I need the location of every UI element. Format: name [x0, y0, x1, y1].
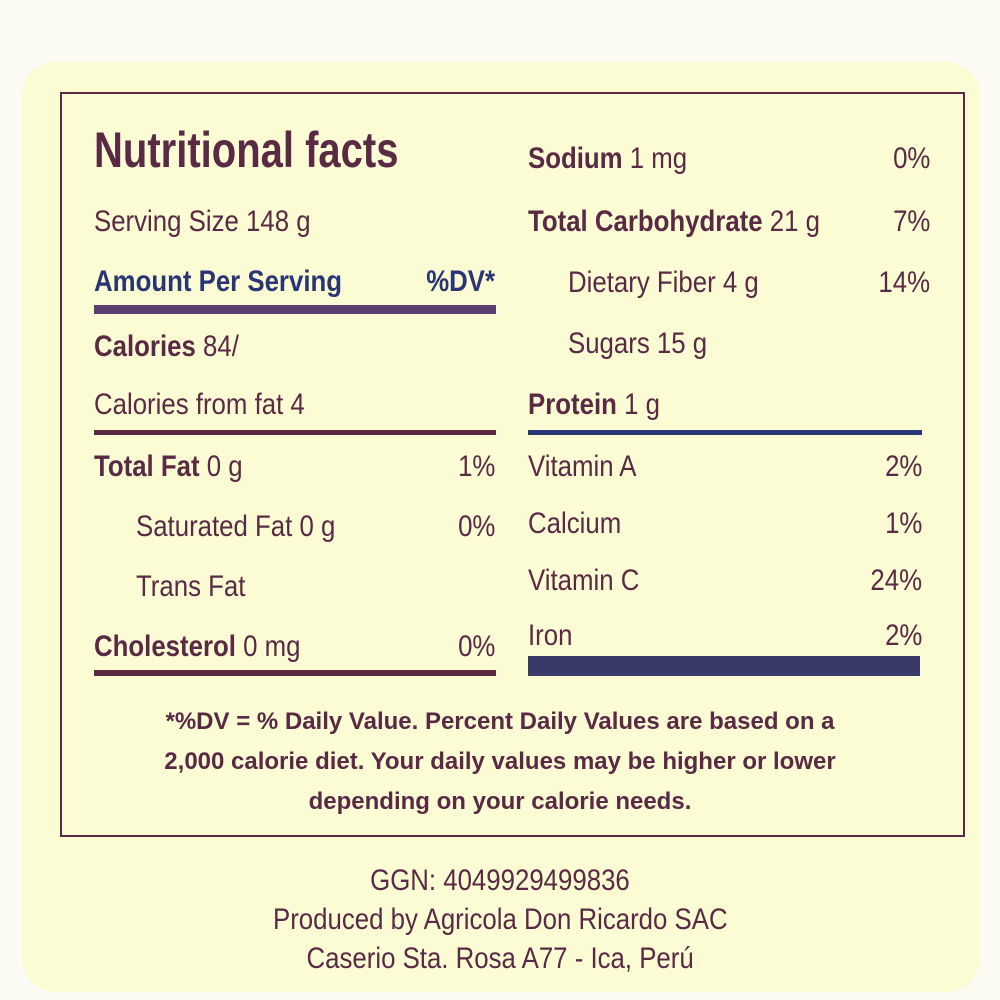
- footnote-line-3: depending on your calorie needs.: [308, 788, 692, 815]
- vitamin-c-label: Vitamin C: [528, 564, 640, 597]
- rule-medium: [94, 430, 496, 435]
- carbohydrate-label: Total Carbohydrate: [528, 205, 763, 238]
- label-background: [22, 62, 980, 992]
- footnote-line-1: *%DV = % Daily Value. Percent Daily Valu…: [165, 708, 835, 735]
- iron-dv: 2%: [884, 619, 922, 652]
- cholesterol-row: Cholesterol 0 mg: [94, 630, 300, 664]
- sodium-amount: 1 mg: [629, 142, 688, 175]
- sodium-label: Sodium: [528, 142, 623, 175]
- protein-amount: 1 g: [624, 388, 660, 421]
- sodium-row: Sodium 1 mg: [528, 142, 687, 176]
- calories-row: Calories 84/: [94, 330, 239, 364]
- protein-label: Protein: [528, 388, 617, 421]
- footnote-line-2: 2,000 calorie diet. Your daily values ma…: [164, 748, 836, 775]
- total-fat-dv: 1%: [457, 450, 495, 483]
- sugars-label: Sugars 15 g: [568, 327, 708, 360]
- sodium-dv: 0%: [892, 142, 930, 175]
- dietary-fiber-dv: 14%: [878, 266, 930, 299]
- vitamin-c-dv: 24%: [870, 564, 922, 597]
- dietary-fiber-label: Dietary Fiber 4 g: [568, 266, 759, 299]
- ggn-code: GGN: 4049929499836: [370, 864, 630, 897]
- iron-label: Iron: [528, 619, 573, 652]
- nutrition-facts-box: [60, 92, 965, 837]
- calcium-label: Calcium: [528, 507, 622, 540]
- calories-value: 84/: [202, 330, 239, 363]
- vitamin-a-label: Vitamin A: [528, 450, 637, 483]
- saturated-fat-label: Saturated Fat 0 g: [136, 510, 336, 543]
- protein-row: Protein 1 g: [528, 388, 660, 422]
- total-fat-label: Total Fat: [94, 450, 200, 483]
- cholesterol-label: Cholesterol: [94, 630, 236, 663]
- carbohydrate-dv: 7%: [892, 205, 930, 238]
- rule-left-bottom: [94, 670, 496, 676]
- total-fat-row: Total Fat 0 g: [94, 450, 243, 484]
- thick-rule: [94, 305, 496, 314]
- trans-fat-label: Trans Fat: [136, 570, 246, 603]
- producer: Produced by Agricola Don Ricardo SAC: [272, 903, 728, 936]
- carbohydrate-row: Total Carbohydrate 21 g: [528, 205, 820, 239]
- cholesterol-amount: 0 mg: [243, 630, 301, 663]
- serving-size: Serving Size 148 g: [94, 205, 311, 238]
- calories-label: Calories: [94, 330, 196, 363]
- dv-header: %DV*: [426, 265, 495, 298]
- cholesterol-dv: 0%: [457, 630, 495, 663]
- calories-from-fat: Calories from fat 4: [94, 388, 305, 421]
- amount-per-serving: Amount Per Serving: [94, 265, 343, 298]
- nutrition-title: Nutritional facts: [94, 122, 399, 178]
- rule-right-medium: [528, 430, 922, 435]
- thick-rule-right: [528, 656, 920, 676]
- calcium-dv: 1%: [884, 507, 922, 540]
- vitamin-a-dv: 2%: [884, 450, 922, 483]
- carbohydrate-amount: 21 g: [769, 205, 821, 238]
- total-fat-amount: 0 g: [206, 450, 243, 483]
- address: Caserio Sta. Rosa A77 - Ica, Perú: [306, 942, 694, 975]
- saturated-fat-dv: 0%: [457, 510, 495, 543]
